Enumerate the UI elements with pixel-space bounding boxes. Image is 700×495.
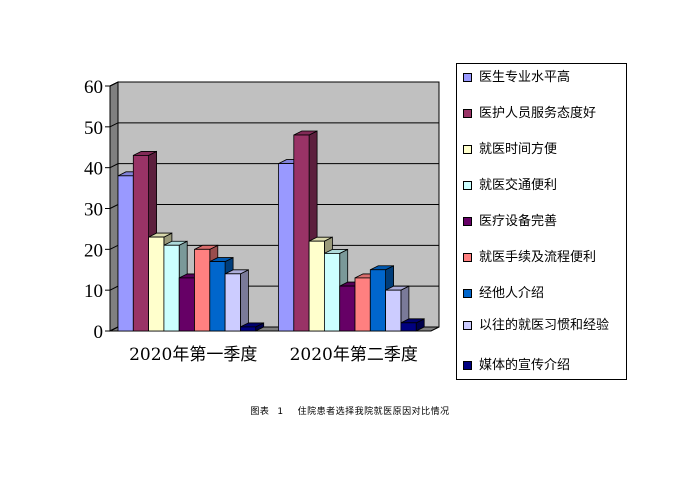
legend-swatch xyxy=(463,253,472,262)
bar xyxy=(224,273,241,332)
legend-swatch xyxy=(463,289,472,298)
gridline xyxy=(109,81,439,87)
legend-label: 就医手续及流程便利 xyxy=(479,250,597,265)
bar xyxy=(132,155,150,332)
figure-caption: 图表 1 住院患者选择我院就医原因对比情况 xyxy=(0,404,700,417)
bar xyxy=(194,248,211,332)
caption-label: 图表 xyxy=(250,407,270,417)
bar xyxy=(163,244,180,332)
legend-swatch xyxy=(463,361,472,370)
y-tick-label: 60 xyxy=(84,77,103,98)
legend-label: 医疗设备完善 xyxy=(479,214,558,229)
legend-label: 经他人介绍 xyxy=(479,286,545,301)
bar xyxy=(308,240,325,332)
legend-swatch xyxy=(463,73,472,82)
legend-label: 以往的就医习惯和经验 xyxy=(479,318,610,333)
legend-label: 医生专业水平高 xyxy=(479,70,571,85)
legend-label: 医护人员服务态度好 xyxy=(479,106,597,121)
legend-swatch xyxy=(463,217,472,226)
bar xyxy=(209,261,226,332)
x-category-label: 2020年第二季度 xyxy=(290,345,418,365)
bar xyxy=(354,277,371,332)
bar-side xyxy=(239,269,249,332)
legend-label: 就医时间方便 xyxy=(479,142,558,157)
bar xyxy=(239,326,257,332)
bar xyxy=(339,285,356,332)
bar xyxy=(323,253,341,332)
x-category-label: 2020年第一季度 xyxy=(129,345,257,365)
legend-label: 媒体的宣传介绍 xyxy=(479,358,571,373)
bar xyxy=(369,269,386,332)
bar xyxy=(148,236,165,332)
y-tick-label: 20 xyxy=(84,240,103,261)
bar xyxy=(178,277,195,332)
y-tick-label: 40 xyxy=(84,159,103,180)
legend-swatch xyxy=(463,321,472,330)
y-tick-label: 50 xyxy=(84,118,103,139)
chart-legend: 医生专业水平高医护人员服务态度好 就医时间方便 就医交通便利 医疗设备完善就医手续及流… xyxy=(456,63,627,380)
bar xyxy=(278,163,295,332)
legend-swatch xyxy=(463,145,472,154)
bar xyxy=(385,289,402,332)
legend-label: 就医交通便利 xyxy=(479,178,558,193)
legend-swatch xyxy=(463,181,472,190)
bar xyxy=(293,134,310,332)
y-tick-label: 10 xyxy=(84,281,103,302)
gridline xyxy=(109,163,439,169)
bar xyxy=(400,322,417,332)
legend-swatch xyxy=(463,109,472,118)
gridline xyxy=(109,122,439,128)
y-tick-label: 30 xyxy=(84,200,103,221)
y-tick-label: 0 xyxy=(94,322,104,343)
caption-text: 住院患者选择我院就医原因对比情况 xyxy=(297,407,450,417)
bar xyxy=(117,175,134,332)
caption-number: 1 xyxy=(277,407,284,417)
